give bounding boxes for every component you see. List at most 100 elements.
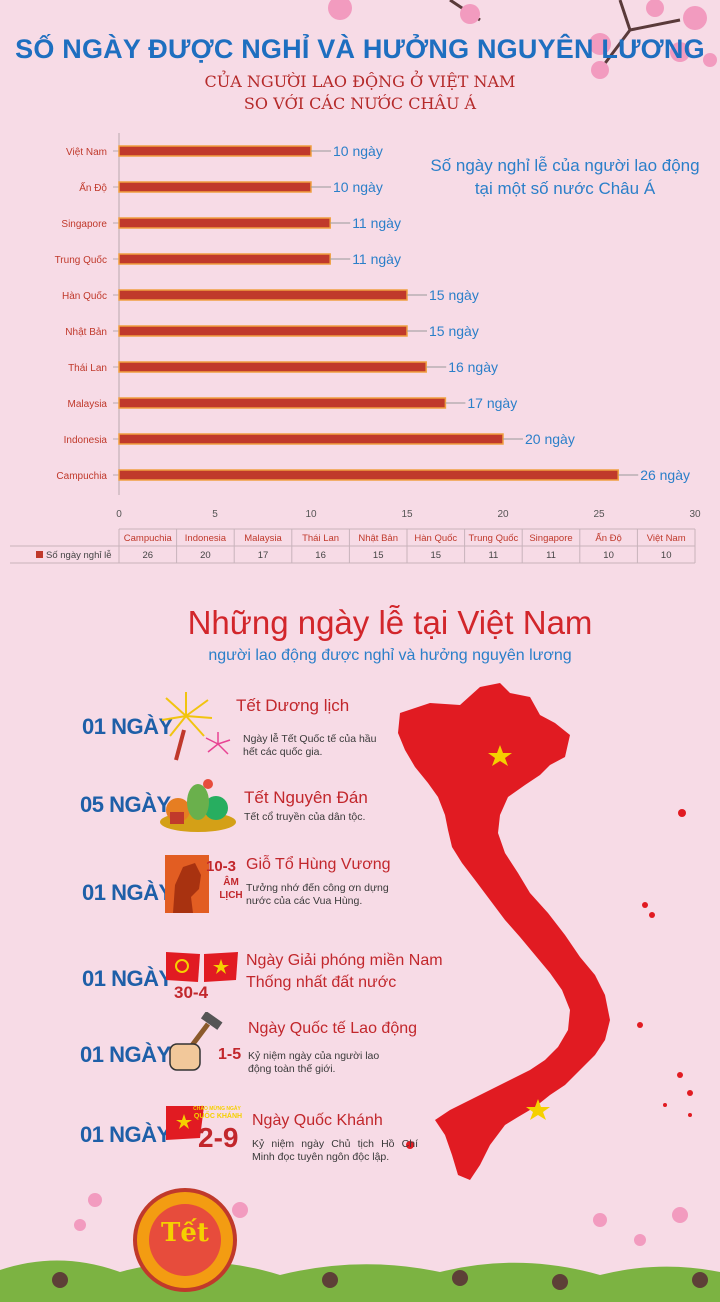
value-label: 11 ngày [352, 215, 401, 231]
holiday-days: 01 NGÀY [82, 880, 173, 905]
table-header-cell: Singapore [529, 533, 572, 544]
holiday-name: Tết Nguyên Đán [244, 788, 368, 807]
x-tick-label: 10 [305, 509, 317, 520]
bar [118, 325, 408, 337]
fruit-tray-icon [160, 779, 236, 832]
tet-badge: Tết [161, 1218, 209, 1248]
table-header-cell: Hàn Quốc [414, 533, 457, 544]
category-label: Singapore [61, 219, 107, 230]
holiday-badge-top: CHÀO MỪNG NGÀY [193, 1106, 241, 1112]
bar [118, 181, 312, 193]
category-label: Indonesia [64, 435, 108, 446]
table-header-cell: Indonesia [185, 533, 227, 544]
x-tick-label: 5 [212, 509, 218, 520]
page-subtitle-line2: SO VỚI CÁC NƯỚC CHÂU Á [243, 94, 477, 113]
flags-icon [166, 952, 238, 982]
category-label: Hàn Quốc [62, 290, 107, 302]
holiday-days: 01 NGÀY [80, 1042, 171, 1067]
holiday-badge: 1-5 [218, 1046, 242, 1063]
holiday-description: Ngày lễ Tết Quốc tế của hầu hết các quốc… [243, 733, 377, 758]
cherry-blossom-decoration [328, 0, 717, 79]
bar [118, 145, 312, 157]
table-value-cell: 17 [258, 550, 269, 561]
category-label: Malaysia [68, 399, 108, 410]
holiday-badge-sub: ÂM LỊCH [219, 877, 243, 901]
bar [118, 289, 408, 301]
holiday-description: Tưởng nhớ đến công ơn dựng nước của các … [246, 882, 389, 907]
page-subtitle-line1: CỦA NGƯỜI LAO ĐỘNG Ở VIỆT NAM [204, 72, 516, 91]
vietnam-map [398, 683, 693, 1180]
table-series-label: Số ngày nghỉ lễ [46, 550, 112, 561]
festival-decoration [0, 1188, 720, 1302]
table-header-cell: Nhật Bản [358, 533, 398, 544]
x-tick-label: 25 [593, 509, 605, 520]
table-header-cell: Thái Lan [302, 533, 339, 544]
holiday-name: Ngày Quốc Khánh [252, 1112, 383, 1129]
value-label: 11 ngày [352, 251, 401, 267]
x-tick-label: 20 [497, 509, 509, 520]
bar [118, 361, 427, 373]
table-header-cell: Campuchia [124, 533, 173, 544]
bar [118, 397, 447, 409]
holiday-days: 01 NGÀY [82, 714, 173, 739]
value-label: 17 ngày [467, 395, 517, 411]
table-value-cell: 10 [603, 550, 614, 561]
star-icon [488, 745, 512, 766]
holiday-badge-mid: QUỐC KHÁNH [193, 1113, 243, 1120]
value-label: 16 ngày [448, 359, 498, 375]
table-value-cell: 11 [546, 550, 556, 561]
table-value-cell: 20 [200, 550, 211, 561]
holiday-badge: 30-4 [174, 983, 209, 1002]
holiday-name: Giỗ Tổ Hùng Vương [246, 856, 391, 873]
page-title: SỐ NGÀY ĐƯỢC NGHỈ VÀ HƯỞNG NGUYÊN LƯƠNG [15, 34, 705, 64]
x-tick-label: 0 [116, 509, 122, 520]
bar [118, 217, 331, 229]
fireworks-icon [161, 692, 231, 761]
holiday-name: Tết Dương lịch [236, 696, 350, 715]
holiday-description: Kỷ niệm ngày Chủ tịch Hồ Chí Minh đọc tu… [252, 1138, 418, 1163]
national-day-icon [166, 1106, 204, 1140]
table-value-cell: 15 [431, 550, 442, 561]
value-label: 15 ngày [429, 323, 479, 339]
star-icon [526, 1099, 550, 1120]
table-value-cell: 11 [488, 550, 498, 561]
table-value-cell: 15 [373, 550, 384, 561]
holiday-badge: 10-3 [206, 858, 237, 875]
holiday-days: 01 NGÀY [82, 966, 173, 991]
holiday-days: 01 NGÀY [80, 1122, 171, 1147]
bar [118, 469, 619, 481]
table-value-cell: 10 [661, 550, 672, 561]
section-title: Những ngày lễ tại Việt Nam [187, 604, 593, 641]
holiday-name: Ngày Giải phóng miền Nam [246, 952, 443, 969]
holiday-name: Ngày Quốc tế Lao động [248, 1020, 418, 1037]
category-label: Thái Lan [68, 363, 107, 374]
value-label: 15 ngày [429, 287, 479, 303]
holiday-name-line2: Thống nhất đất nước [246, 974, 397, 991]
table-value-cell: 26 [143, 550, 154, 561]
category-label: Nhật Bản [65, 327, 107, 338]
bar-chart: Việt Nam 10 ngày Ấn Độ 10 ngày Singapore 11 n… [10, 133, 701, 564]
table-header-cell: Ấn Độ [595, 533, 621, 544]
holiday-description: Tết cổ truyền của dân tộc. [244, 811, 366, 823]
table-header-cell: Malaysia [244, 533, 282, 544]
table-header-cell: Trung Quốc [468, 533, 518, 544]
legend-swatch [36, 551, 43, 558]
table-header-cell: Việt Nam [647, 533, 686, 544]
value-label: 10 ngày [333, 143, 383, 159]
category-label: Ấn Độ [79, 181, 107, 194]
hung-king-icon [165, 855, 209, 913]
chart-note: Số ngày nghỉ lễ của người lao động tại m… [430, 156, 700, 198]
category-label: Việt Nam [66, 147, 107, 158]
category-label: Trung Quốc [55, 254, 107, 266]
value-label: 10 ngày [333, 179, 383, 195]
category-label: Campuchia [56, 471, 107, 482]
holiday-badge: 2-9 [198, 1122, 239, 1153]
bar [118, 253, 331, 265]
holiday-days: 05 NGÀY [80, 792, 171, 817]
value-label: 20 ngày [525, 431, 575, 447]
holiday-description: Kỷ niệm ngày của người lao động toàn thế… [248, 1050, 380, 1075]
section-subtitle: người lao động được nghỉ và hưởng nguyên… [208, 647, 572, 664]
x-tick-label: 15 [401, 509, 413, 520]
table-value-cell: 16 [315, 550, 326, 561]
hammer-fist-icon [169, 1012, 223, 1071]
